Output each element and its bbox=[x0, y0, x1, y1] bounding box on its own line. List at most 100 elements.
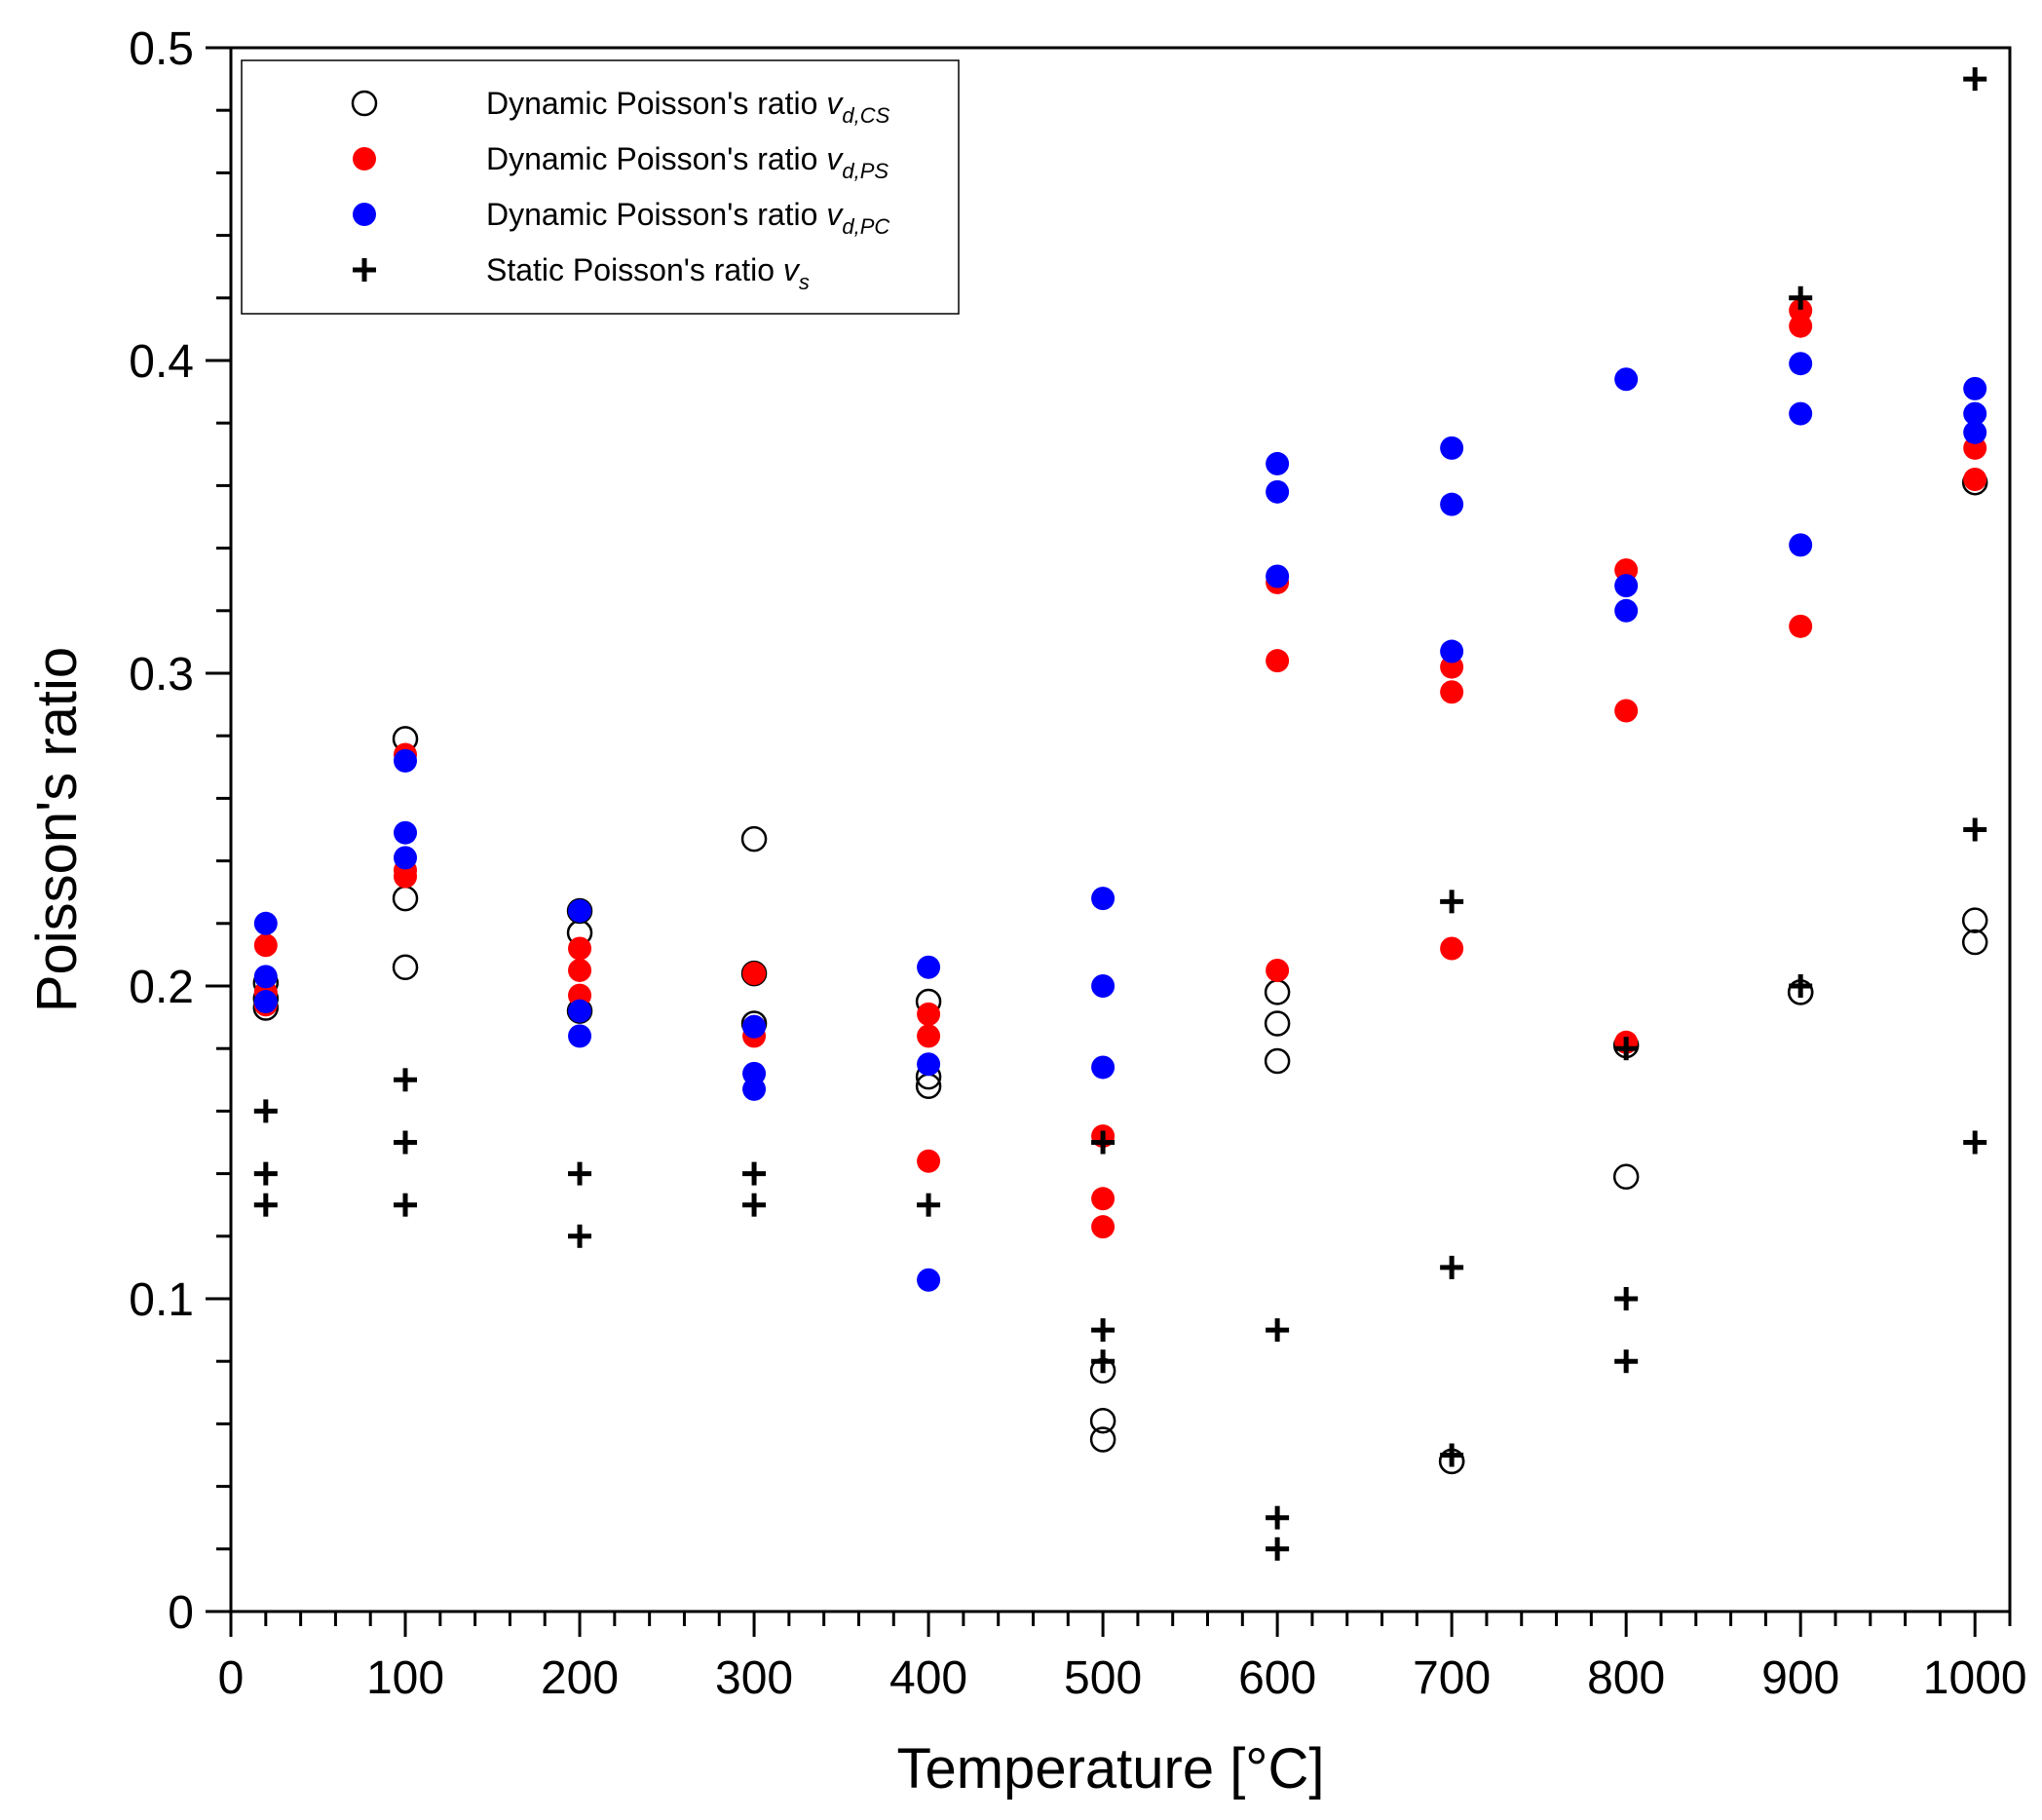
point-static bbox=[742, 1193, 767, 1217]
point-pc bbox=[568, 999, 592, 1023]
series-pc bbox=[253, 352, 1987, 1292]
y-axis-title: Poisson's ratio bbox=[25, 647, 89, 1012]
x-tick-label: 500 bbox=[1064, 1652, 1142, 1704]
point-pc bbox=[1440, 436, 1464, 460]
y-tick-label: 0.5 bbox=[129, 23, 194, 75]
x-tick-label: 200 bbox=[541, 1652, 619, 1704]
x-tick-label: 100 bbox=[366, 1652, 444, 1704]
point-pc bbox=[1789, 533, 1813, 557]
legend-label-ps: Dynamic Poisson's ratio vd,PS bbox=[486, 141, 889, 183]
legend-label-cs: Dynamic Poisson's ratio vd,CS bbox=[486, 86, 890, 128]
point-static bbox=[253, 1193, 278, 1217]
x-tick-label: 1000 bbox=[1923, 1652, 2027, 1704]
point-cs bbox=[1961, 907, 1988, 933]
legend-subscript: d,CS bbox=[842, 103, 889, 128]
point-ps bbox=[394, 864, 418, 889]
point-static bbox=[1614, 1349, 1639, 1374]
point-static bbox=[1963, 1130, 1987, 1155]
point-cs bbox=[392, 954, 419, 980]
point-ps bbox=[917, 1149, 941, 1173]
point-ps bbox=[253, 933, 278, 958]
point-pc bbox=[1091, 974, 1116, 998]
point-static bbox=[394, 1193, 418, 1217]
point-static bbox=[1963, 817, 1987, 842]
point-ps bbox=[917, 1024, 941, 1048]
point-cs bbox=[1264, 979, 1291, 1005]
point-static bbox=[1266, 1536, 1290, 1561]
point-static bbox=[1091, 1130, 1116, 1155]
data-marks bbox=[252, 67, 1988, 1561]
point-static bbox=[1963, 67, 1987, 92]
point-cs bbox=[1089, 1426, 1116, 1453]
point-pc bbox=[917, 1268, 941, 1292]
legend-label-static: Static Poisson's ratio vs bbox=[486, 252, 810, 294]
point-static bbox=[568, 1161, 592, 1186]
plot-frame bbox=[229, 46, 2012, 1613]
point-pc bbox=[742, 1014, 767, 1039]
axes: 0 100 200 300 400 500 600 700 800 900 1000 0 0.1 0.2 0… bbox=[25, 23, 2027, 1801]
point-cs bbox=[740, 825, 768, 853]
point-ps bbox=[1614, 699, 1639, 723]
x-tick-label: 400 bbox=[889, 1652, 967, 1704]
point-ps bbox=[568, 936, 592, 961]
legend-marker-cs bbox=[351, 90, 378, 117]
point-pc bbox=[917, 1052, 941, 1077]
y-tick-label: 0 bbox=[168, 1587, 194, 1639]
point-pc bbox=[1614, 367, 1639, 392]
point-static bbox=[1266, 1505, 1290, 1530]
y-tick-label: 0.1 bbox=[129, 1274, 194, 1326]
point-static bbox=[1266, 1318, 1290, 1343]
point-ps bbox=[1789, 614, 1813, 638]
point-pc bbox=[1440, 492, 1464, 516]
series-static bbox=[253, 67, 1987, 1561]
point-cs bbox=[1264, 1010, 1291, 1037]
point-pc bbox=[568, 1024, 592, 1048]
point-cs bbox=[1089, 1407, 1116, 1434]
point-pc bbox=[1614, 574, 1639, 598]
y-tick-label: 0.3 bbox=[129, 649, 194, 701]
point-ps bbox=[742, 962, 767, 986]
point-cs bbox=[1961, 929, 1988, 956]
point-pc bbox=[1440, 639, 1464, 664]
point-pc bbox=[1266, 451, 1290, 475]
point-static bbox=[253, 1161, 278, 1186]
point-ps bbox=[1091, 1215, 1116, 1239]
point-ps bbox=[1789, 314, 1813, 338]
point-static bbox=[1091, 1318, 1116, 1343]
point-static bbox=[394, 1068, 418, 1092]
point-pc bbox=[742, 1077, 767, 1101]
x-tick-label: 900 bbox=[1761, 1652, 1839, 1704]
x-tick-label: 700 bbox=[1413, 1652, 1491, 1704]
point-pc bbox=[1266, 564, 1290, 588]
point-pc bbox=[1091, 887, 1116, 911]
legend-marker-ps bbox=[353, 147, 376, 171]
point-pc bbox=[1091, 1055, 1116, 1080]
point-pc bbox=[1789, 401, 1813, 426]
legend-var: v bbox=[783, 252, 801, 287]
legend-var: v bbox=[826, 86, 844, 121]
point-pc bbox=[1963, 376, 1987, 400]
legend-subscript: d,PS bbox=[842, 159, 889, 183]
legend-marker-pc bbox=[353, 203, 376, 226]
point-static bbox=[568, 1224, 592, 1248]
point-pc bbox=[1963, 420, 1987, 444]
point-cs bbox=[1264, 1047, 1291, 1075]
point-ps bbox=[1266, 649, 1290, 673]
point-ps bbox=[568, 958, 592, 982]
point-pc bbox=[917, 955, 941, 979]
point-ps bbox=[1440, 936, 1464, 961]
point-pc bbox=[568, 898, 592, 923]
x-tick-label: 0 bbox=[218, 1652, 245, 1704]
point-pc bbox=[1614, 598, 1639, 623]
point-pc bbox=[394, 846, 418, 870]
x-axis-title: Temperature [°C] bbox=[896, 1737, 1324, 1801]
legend-item-static: Static Poisson's ratio vs bbox=[353, 252, 810, 294]
point-static bbox=[394, 1130, 418, 1155]
point-cs bbox=[1612, 1163, 1640, 1191]
point-ps bbox=[1440, 680, 1464, 704]
point-cs bbox=[915, 1073, 942, 1099]
y-tick-label: 0.2 bbox=[129, 962, 194, 1013]
legend-label-pc: Dynamic Poisson's ratio vd,PC bbox=[486, 197, 889, 239]
legend-item-ps: Dynamic Poisson's ratio vd,PS bbox=[353, 141, 889, 183]
